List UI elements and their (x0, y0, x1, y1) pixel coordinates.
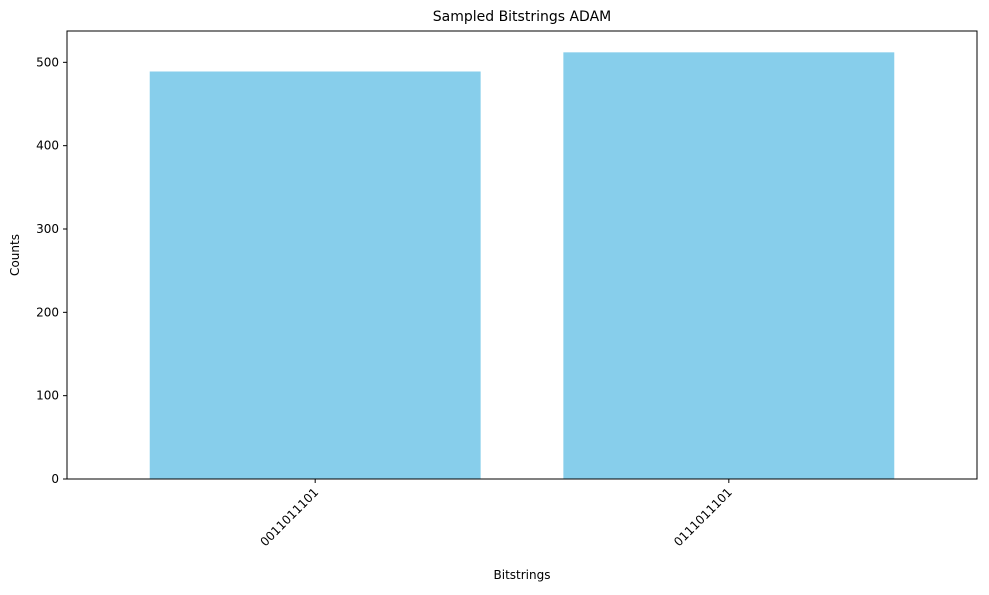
y-tick-label: 0 (51, 472, 59, 486)
x-tick-label: 0011011101 (257, 485, 321, 549)
y-axis: 0 100 200 300 400 500 (36, 55, 67, 486)
bars-layer (149, 52, 895, 479)
x-axis: 0011011101 0111011101 (257, 479, 735, 549)
y-tick-label: 400 (36, 139, 59, 153)
y-tick-label: 200 (36, 305, 59, 319)
x-tick-label: 0111011101 (671, 485, 735, 549)
y-tick-label: 100 (36, 389, 59, 403)
y-tick-label: 300 (36, 222, 59, 236)
bar-0111011101 (563, 52, 895, 479)
plot-frame (66, 30, 978, 480)
bar-0011011101 (149, 71, 481, 479)
y-tick-label: 500 (36, 55, 59, 69)
y-axis-label: Counts (8, 234, 22, 276)
x-axis-label: Bitstrings (494, 568, 551, 582)
chart-title: Sampled Bitstrings ADAM (433, 9, 612, 25)
